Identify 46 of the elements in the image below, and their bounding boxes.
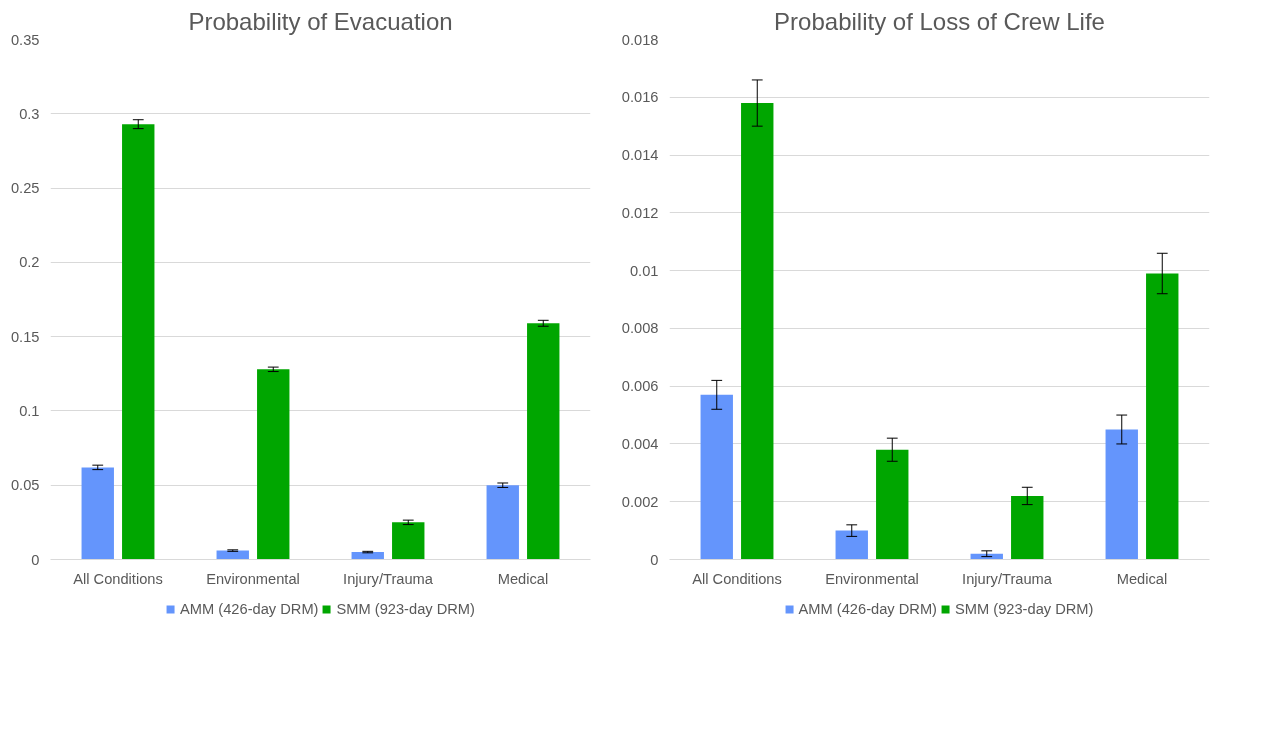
- bar: [876, 449, 909, 560]
- y-tick-label: 0.35: [10, 31, 40, 48]
- x-tick-label: Injury/Trauma: [962, 570, 1053, 587]
- y-tick-label: 0.3: [19, 105, 40, 122]
- y-tick-label: 0.018: [621, 31, 659, 48]
- x-tick-label: All Conditions: [692, 570, 782, 587]
- y-tick-label: 0.05: [10, 477, 40, 494]
- y-tick-label: 0.15: [10, 328, 40, 345]
- bar: [257, 369, 290, 560]
- bar: [741, 103, 774, 560]
- y-tick-label: 0.1: [19, 402, 40, 419]
- y-tick-label: 0: [650, 551, 659, 568]
- bar: [81, 467, 114, 560]
- y-tick-label: 0.004: [621, 435, 659, 452]
- legend-label: AMM (426-day DRM): [180, 601, 319, 617]
- chart-title: Probability of Evacuation: [188, 7, 453, 35]
- bar: [392, 522, 425, 560]
- bar: [1011, 495, 1044, 560]
- bar: [122, 124, 155, 560]
- y-tick-label: 0.01: [629, 262, 659, 279]
- bar: [486, 485, 519, 560]
- legend-label: SMM (923-day DRM): [336, 601, 475, 617]
- bar: [1105, 429, 1138, 560]
- y-tick-label: 0.006: [621, 378, 659, 395]
- x-tick-label: All Conditions: [73, 570, 163, 587]
- bar: [351, 552, 384, 560]
- y-tick-label: 0.016: [621, 89, 659, 106]
- bar: [1146, 273, 1179, 560]
- y-tick-label: 0.014: [621, 147, 659, 164]
- bar: [527, 323, 560, 560]
- legend-label: SMM (923-day DRM): [955, 601, 1094, 617]
- bar: [700, 394, 733, 560]
- chart-title: Probability of Loss of Crew Life: [774, 7, 1105, 35]
- y-tick-label: 0.25: [10, 180, 40, 197]
- legend-label: AMM (426-day DRM): [798, 601, 937, 617]
- y-tick-label: 0.012: [621, 204, 659, 221]
- x-tick-label: Medical: [497, 570, 549, 587]
- x-tick-label: Medical: [1116, 570, 1168, 587]
- y-tick-label: 0.2: [19, 254, 40, 271]
- x-tick-label: Environmental: [206, 570, 300, 587]
- y-tick-label: 0: [31, 551, 40, 568]
- y-tick-label: 0.002: [621, 493, 659, 510]
- bar: [835, 530, 868, 560]
- x-tick-label: Environmental: [825, 570, 919, 587]
- y-tick-label: 0.008: [621, 320, 659, 337]
- x-tick-label: Injury/Trauma: [343, 570, 434, 587]
